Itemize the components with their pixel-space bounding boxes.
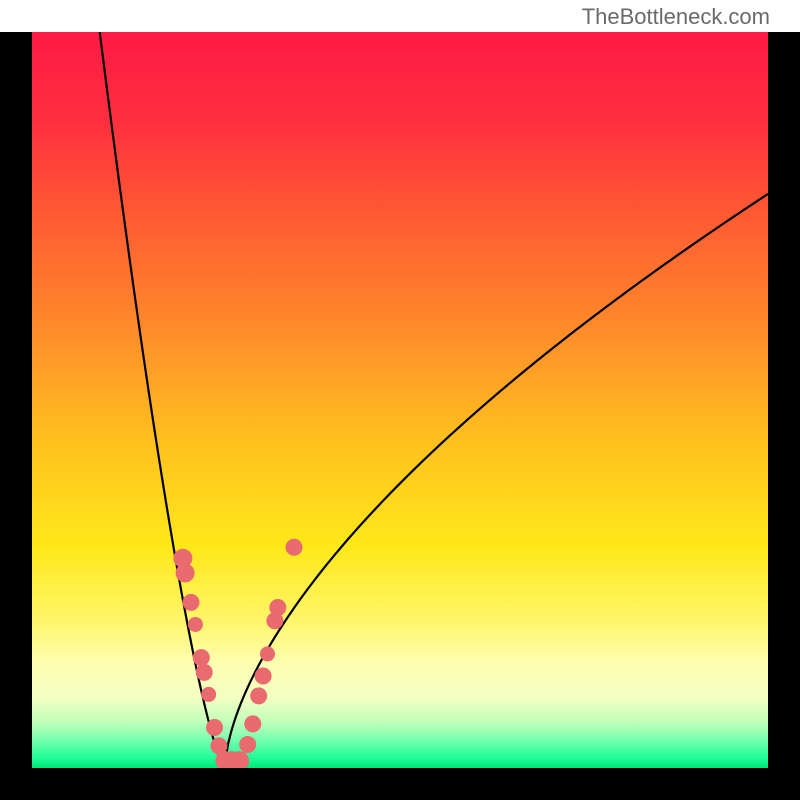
figure-root: TheBottleneck.com bbox=[0, 0, 800, 800]
background-gradient bbox=[32, 32, 768, 768]
plot-area bbox=[32, 32, 768, 768]
watermark-text: TheBottleneck.com bbox=[582, 4, 770, 30]
